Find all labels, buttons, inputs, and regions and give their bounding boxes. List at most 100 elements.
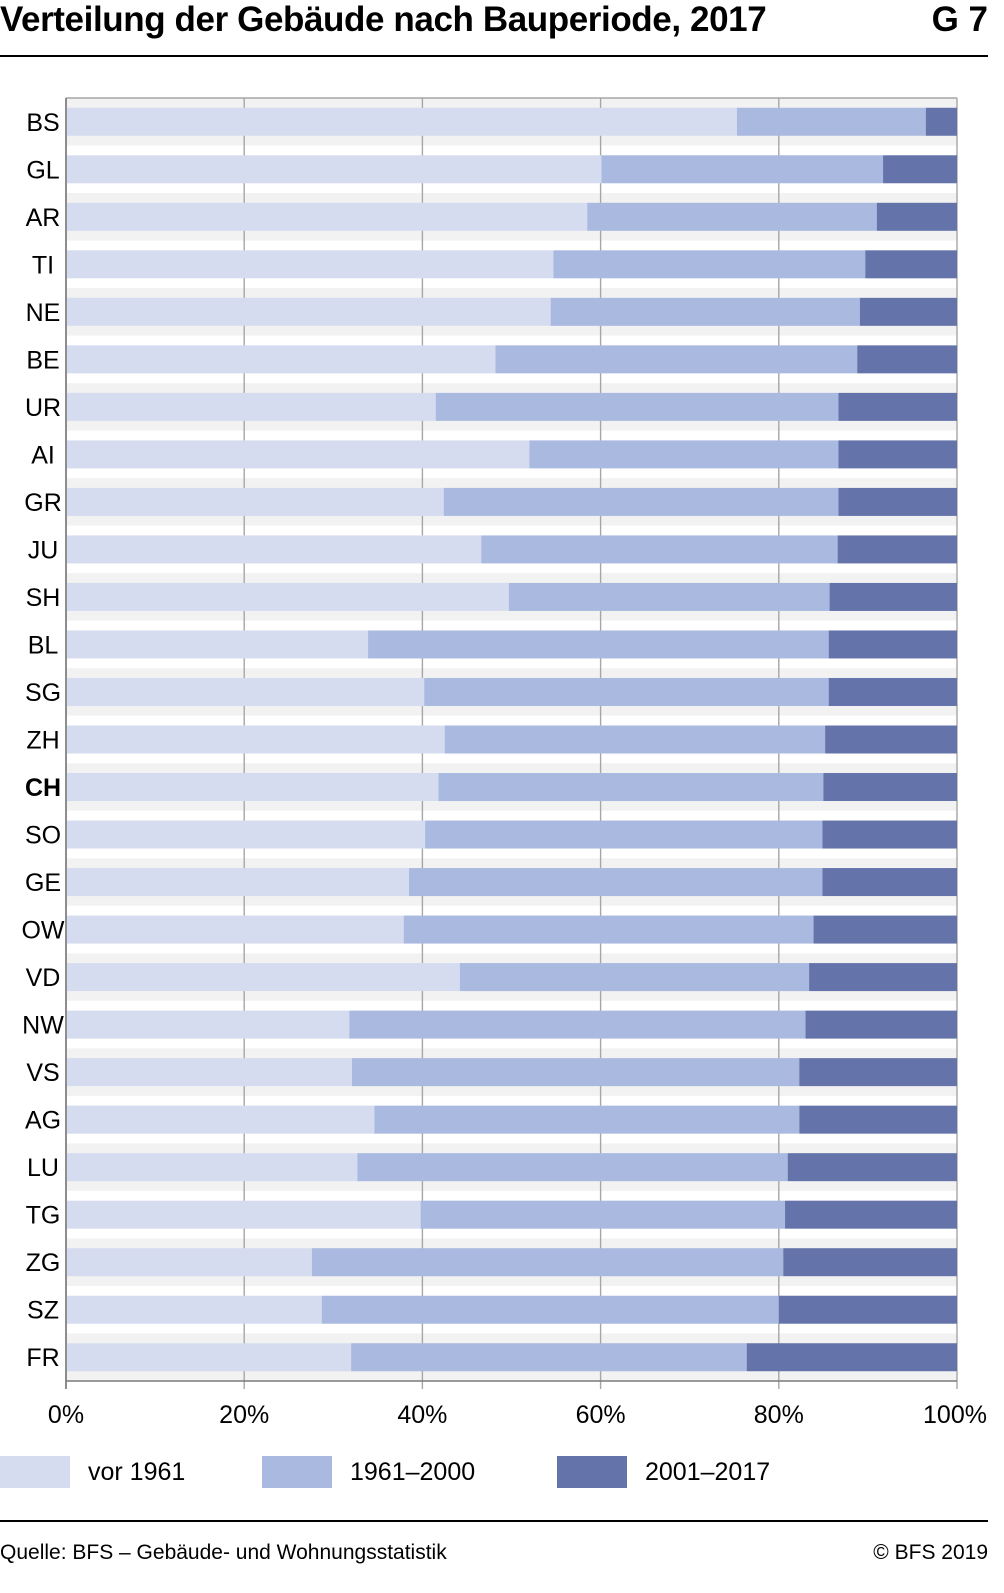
bar-ju-2001-2017: [837, 535, 957, 564]
category-label-nw: NW: [22, 1012, 64, 1040]
bar-vd-vor-1961: [66, 963, 460, 992]
bar-gr-1961-2000: [443, 487, 839, 516]
bar-vs-2001-2017: [799, 1058, 957, 1087]
bar-vd-1961-2000: [459, 963, 810, 992]
chart-title: Verteilung der Gebäude nach Bauperiode, …: [0, 0, 767, 39]
bar-so-2001-2017: [822, 820, 957, 849]
category-label-ur: UR: [25, 394, 61, 422]
bar-zh-vor-1961: [66, 725, 445, 754]
bar-bs-1961-2000: [736, 107, 926, 136]
bar-sh-2001-2017: [829, 582, 957, 611]
category-label-gr: GR: [24, 489, 62, 517]
stacked-bar-chart: BS GL AR TI NE BE UR AI GR JU SH BL SG ZH CH SO GE OW VD NW…: [21, 97, 987, 1429]
category-label-tg: TG: [26, 1202, 61, 1230]
category-label-ti: TI: [32, 251, 54, 279]
bar-ge-vor-1961: [66, 868, 410, 897]
category-label-sh: SH: [26, 584, 61, 612]
bar-ch-2001-2017: [823, 773, 957, 802]
bar-sh-vor-1961: [66, 582, 509, 611]
bar-sz-2001-2017: [778, 1295, 957, 1324]
legend: vor 1961 1961–2000 2001–2017: [0, 1452, 1004, 1492]
x-tick-label: 40%: [397, 1401, 447, 1429]
category-label-vd: VD: [26, 964, 61, 992]
bar-ju-1961-2000: [481, 535, 838, 564]
category-label-ge: GE: [25, 869, 61, 897]
bar-so-vor-1961: [66, 820, 426, 849]
bar-ti-2001-2017: [865, 250, 957, 279]
bar-ow-2001-2017: [813, 915, 957, 944]
bar-ow-1961-2000: [403, 915, 814, 944]
bar-ch-vor-1961: [66, 773, 439, 802]
legend-swatch-1961-2000: [262, 1456, 332, 1488]
x-tick-label: 100%: [923, 1401, 987, 1429]
bar-ne-vor-1961: [66, 297, 551, 326]
category-label-bs: BS: [26, 109, 59, 137]
bar-gl-2001-2017: [883, 155, 957, 184]
x-tick-label: 20%: [219, 1401, 269, 1429]
category-label-lu: LU: [27, 1154, 59, 1182]
title-rule: [0, 55, 988, 57]
bar-zh-2001-2017: [825, 725, 957, 754]
bar-nw-2001-2017: [805, 1010, 957, 1039]
category-label-sz: SZ: [27, 1297, 59, 1325]
bar-sh-1961-2000: [508, 582, 830, 611]
category-label-zg: ZG: [26, 1249, 61, 1277]
bar-ar-2001-2017: [876, 202, 957, 231]
category-label-ar: AR: [26, 204, 61, 232]
category-label-ow: OW: [21, 917, 64, 945]
bar-ge-2001-2017: [822, 868, 957, 897]
bar-ag-vor-1961: [66, 1105, 375, 1134]
bar-ar-vor-1961: [66, 202, 588, 231]
category-label-zh: ZH: [26, 727, 59, 755]
category-label-ch: CH: [25, 774, 61, 802]
bar-gl-vor-1961: [66, 155, 602, 184]
legend-swatch-vor-1961: [0, 1456, 70, 1488]
bar-lu-vor-1961: [66, 1153, 358, 1182]
bar-be-vor-1961: [66, 345, 496, 374]
bar-ai-2001-2017: [838, 440, 957, 469]
category-label-fr: FR: [26, 1344, 59, 1372]
bar-fr-1961-2000: [351, 1343, 747, 1372]
category-label-ag: AG: [25, 1107, 61, 1135]
bar-be-2001-2017: [857, 345, 957, 374]
bar-bl-1961-2000: [368, 630, 829, 659]
category-label-bl: BL: [28, 631, 59, 659]
bar-ch-1961-2000: [438, 773, 824, 802]
bar-ti-1961-2000: [553, 250, 866, 279]
legend-label-2001-2017: 2001–2017: [645, 1458, 771, 1486]
bar-gr-vor-1961: [66, 487, 444, 516]
bar-bl-vor-1961: [66, 630, 369, 659]
bar-tg-vor-1961: [66, 1200, 421, 1229]
bar-ai-vor-1961: [66, 440, 530, 469]
bar-ai-1961-2000: [529, 440, 839, 469]
bar-tg-1961-2000: [420, 1200, 786, 1229]
bar-fr-2001-2017: [746, 1343, 957, 1372]
bar-so-1961-2000: [425, 820, 823, 849]
bar-ag-1961-2000: [374, 1105, 800, 1134]
bar-ge-1961-2000: [409, 868, 823, 897]
bar-ju-vor-1961: [66, 535, 482, 564]
bar-sg-1961-2000: [424, 677, 829, 706]
x-tick-label: 0%: [48, 1401, 84, 1429]
bar-ur-vor-1961: [66, 392, 436, 421]
bar-zg-2001-2017: [783, 1248, 957, 1277]
category-label-ne: NE: [26, 299, 61, 327]
category-label-sg: SG: [25, 679, 61, 707]
bar-zg-vor-1961: [66, 1248, 312, 1277]
bar-ne-1961-2000: [550, 297, 860, 326]
x-tick-label: 80%: [754, 1401, 804, 1429]
x-tick-label: 60%: [576, 1401, 626, 1429]
bar-ur-1961-2000: [435, 392, 839, 421]
bar-nw-vor-1961: [66, 1010, 350, 1039]
footer-rule: [0, 1520, 988, 1522]
category-label-ai: AI: [31, 441, 55, 469]
bar-ur-2001-2017: [838, 392, 957, 421]
category-label-be: BE: [26, 346, 59, 374]
bar-bs-vor-1961: [66, 107, 737, 136]
bar-ne-2001-2017: [859, 297, 957, 326]
bar-nw-1961-2000: [349, 1010, 806, 1039]
bar-vs-vor-1961: [66, 1058, 353, 1087]
legend-swatch-2001-2017: [557, 1456, 627, 1488]
legend-label-1961-2000: 1961–2000: [350, 1458, 476, 1486]
bar-sg-vor-1961: [66, 677, 425, 706]
